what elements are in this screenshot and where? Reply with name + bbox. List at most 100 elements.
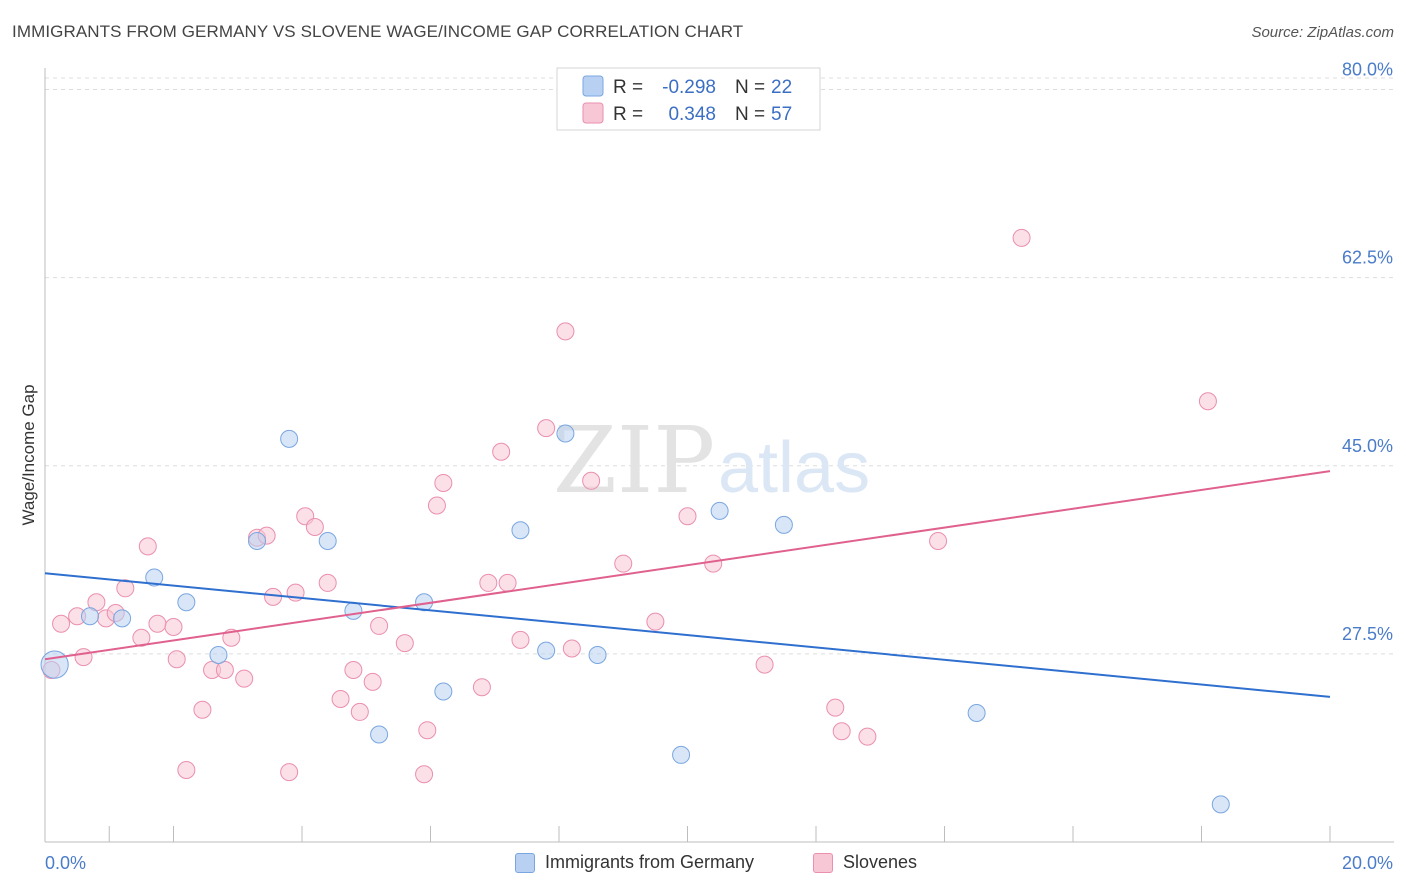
- chart-title: IMMIGRANTS FROM GERMANY VS SLOVENE WAGE/…: [12, 22, 744, 41]
- germany-point: [248, 532, 267, 550]
- germany-point: [710, 501, 729, 520]
- slovenes-point: [537, 419, 556, 438]
- y-tick-labels: 27.5% 45.0% 62.5% 80.0%: [1342, 60, 1393, 644]
- legend-swatch-slovenes: [582, 102, 604, 124]
- slovenes-point: [556, 322, 575, 341]
- series-legend: Immigrants from Germany Slovenes: [0, 852, 1406, 880]
- germany-point: [967, 704, 986, 722]
- legend-r-value-germany: -0.298: [662, 77, 716, 98]
- watermark-atlas: atlas: [718, 428, 870, 508]
- x-tick-label-max: 20.0%: [1342, 853, 1393, 873]
- slovenes-point: [418, 721, 437, 740]
- legend-n-label-slovenes: N =: [735, 104, 765, 125]
- slovenes-point: [492, 442, 511, 461]
- legend-r-label-slovenes: R =: [613, 104, 643, 125]
- slovenes-point: [215, 661, 234, 679]
- slovenes-point: [498, 573, 517, 592]
- legend-swatch-germany: [582, 75, 604, 97]
- slovenes-point: [415, 765, 434, 784]
- slovenes-point: [116, 579, 135, 598]
- slovenes-point: [370, 616, 389, 635]
- slovenes-point: [479, 573, 498, 592]
- germany-point: [80, 607, 99, 626]
- germany-point: [537, 641, 556, 660]
- slovenes-point: [132, 628, 151, 647]
- slovenes-point: [193, 700, 212, 719]
- slovenes-point: [1198, 392, 1217, 411]
- germany-point: [511, 521, 530, 540]
- axes: [44, 68, 1394, 843]
- legend-n-value-germany: 22: [771, 77, 792, 98]
- watermark-zip: ZIP: [553, 407, 715, 514]
- legend-n-value-slovenes: 57: [771, 104, 792, 125]
- slovenes-point: [858, 727, 877, 746]
- germany-point: [672, 745, 691, 764]
- y-tick-label: 45.0%: [1342, 436, 1393, 456]
- slovenes-point: [318, 573, 337, 592]
- legend-item-germany[interactable]: Immigrants from Germany: [515, 852, 754, 873]
- y-axis-label: Wage/Income Gap: [19, 384, 38, 525]
- slovenes-point: [832, 722, 851, 741]
- legend-swatch-slovenes-bottom: [813, 852, 833, 873]
- slovenes-point: [164, 618, 183, 636]
- legend-r-label-germany: R =: [613, 77, 643, 98]
- slovenes-point: [562, 639, 581, 658]
- slovenes-points: [42, 228, 1217, 784]
- slovenes-point: [427, 496, 446, 515]
- y-tick-label: 27.5%: [1342, 624, 1393, 644]
- legend-r-value-slovenes: 0.348: [668, 104, 716, 125]
- legend-label-slovenes: Slovenes: [843, 852, 918, 872]
- slovenes-point: [363, 672, 382, 691]
- slovenes-point: [52, 614, 71, 633]
- slovenes-point: [331, 690, 350, 709]
- y-tick-label: 80.0%: [1342, 60, 1393, 80]
- slovenes-point: [350, 702, 369, 721]
- slovenes-point: [646, 612, 665, 631]
- slovenes-point: [929, 532, 948, 550]
- y-tick-label: 62.5%: [1342, 248, 1393, 268]
- germany-point: [280, 429, 299, 448]
- slovenes-point: [434, 473, 453, 492]
- slovenes-point: [755, 655, 774, 674]
- watermark: ZIP atlas: [553, 407, 870, 514]
- slovenes-point: [395, 634, 414, 653]
- slovenes-point: [264, 587, 283, 606]
- legend-item-slovenes[interactable]: Slovenes: [813, 852, 917, 873]
- source-credit: Source: ZipAtlas.com: [1251, 24, 1394, 41]
- x-tick-label-min: 0.0%: [45, 853, 86, 873]
- germany-point: [588, 645, 607, 664]
- legend-swatch-germany-bottom: [515, 852, 535, 873]
- slovenes-point: [177, 760, 196, 779]
- slovenes-point: [472, 678, 491, 697]
- slovenes-point: [1012, 228, 1031, 247]
- germany-point: [177, 593, 196, 612]
- germany-point: [344, 601, 363, 620]
- germany-point: [40, 650, 69, 679]
- germany-point: [145, 568, 164, 587]
- germany-point: [209, 645, 228, 664]
- germany-trend-line: [44, 572, 1331, 698]
- slovenes-point: [305, 518, 324, 537]
- trend-lines: [44, 470, 1331, 698]
- correlation-legend: R = -0.298 N = 22 R = 0.348 N = 57: [556, 67, 821, 131]
- slovenes-point: [138, 537, 157, 556]
- slovenes-point: [511, 630, 530, 649]
- slovenes-point: [74, 648, 93, 667]
- germany-points: [40, 424, 1230, 814]
- slovenes-trend-line: [44, 470, 1331, 661]
- germany-point: [434, 682, 453, 701]
- slovenes-point: [235, 669, 254, 688]
- germany-point: [113, 609, 132, 628]
- slovenes-point: [614, 554, 633, 573]
- slovenes-point: [148, 614, 167, 633]
- germany-point: [370, 725, 389, 744]
- legend-n-label-germany: N =: [735, 77, 765, 98]
- legend-label-germany: Immigrants from Germany: [545, 852, 755, 872]
- slovenes-point: [704, 554, 723, 573]
- slovenes-point: [678, 507, 697, 526]
- germany-point: [318, 532, 337, 550]
- x-axis-ticks: [108, 826, 1331, 842]
- germany-point: [556, 424, 575, 443]
- slovenes-point: [826, 698, 845, 717]
